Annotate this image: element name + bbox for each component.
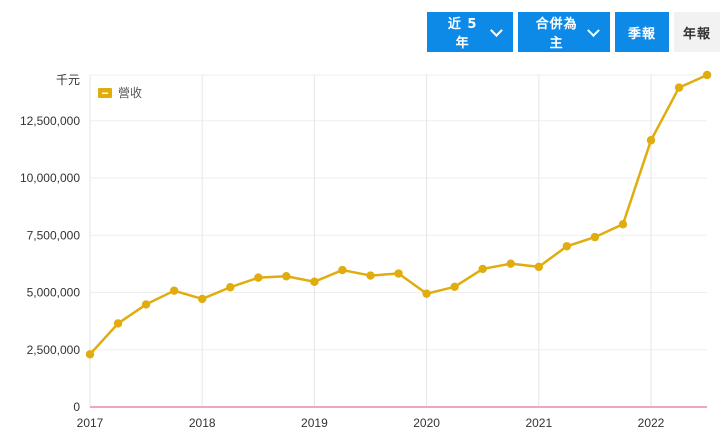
data-point	[562, 242, 572, 251]
data-point	[282, 272, 291, 281]
data-point	[113, 319, 123, 328]
y-tick-label: 7,500,000	[27, 228, 81, 242]
y-tick-label: 0	[73, 400, 80, 414]
data-point	[478, 264, 487, 274]
legend-swatch-dash	[102, 92, 108, 94]
y-tick-label: 10,000,000	[20, 171, 80, 185]
x-axis-tick-labels: 2017 2018 2019 2020 2021 2022	[77, 416, 665, 430]
data-point	[366, 271, 375, 280]
data-point	[674, 83, 684, 92]
data-point	[618, 220, 628, 229]
data-point	[506, 259, 515, 268]
x-tick-label: 2018	[189, 416, 216, 430]
data-point	[338, 265, 347, 275]
toolbar: 近 5 年 合併為主 季報 年報	[422, 12, 720, 52]
data-point	[254, 273, 263, 282]
data-point	[85, 350, 95, 359]
x-tick-label: 2021	[525, 416, 552, 430]
data-point	[422, 289, 431, 298]
x-tick-label: 2017	[77, 416, 104, 430]
quarterly-label: 季報	[627, 26, 656, 42]
data-point	[450, 282, 459, 291]
x-tick-label: 2020	[413, 416, 440, 430]
data-point	[702, 70, 712, 80]
data-point	[646, 136, 656, 145]
data-point	[590, 232, 600, 242]
data-point	[226, 283, 235, 292]
chart-legend[interactable]: 營收	[98, 86, 142, 100]
annual-label: 年報	[682, 26, 711, 42]
y-tick-label: 2,500,000	[27, 343, 81, 357]
y-axis-tick-labels: 0 2,500,000 5,000,000 7,500,000 10,000,000 12…	[20, 114, 80, 414]
data-point	[198, 294, 207, 304]
data-point	[534, 262, 543, 272]
scope-label: 合併為主	[535, 17, 578, 51]
chart-grid	[89, 74, 707, 407]
period-dropdown-button[interactable]: 近 5 年	[427, 12, 513, 52]
y-tick-label: 5,000,000	[27, 286, 81, 300]
quarterly-button[interactable]: 季報	[615, 12, 669, 52]
data-point	[394, 269, 403, 278]
series-line-revenue	[89, 73, 708, 356]
annual-button[interactable]: 年報	[674, 12, 720, 52]
x-tick-label: 2022	[638, 416, 665, 430]
x-tick-label: 2019	[301, 416, 328, 430]
period-label: 近 5 年	[447, 17, 478, 51]
y-tick-label: 12,500,000	[20, 114, 80, 128]
legend-label: 營收	[118, 86, 142, 100]
data-point	[169, 286, 179, 295]
data-point	[141, 300, 151, 309]
y-axis-unit-label: 千元	[56, 73, 80, 87]
series-layer	[85, 70, 712, 359]
data-point	[310, 277, 319, 286]
scope-dropdown-button[interactable]: 合併為主	[518, 12, 610, 52]
